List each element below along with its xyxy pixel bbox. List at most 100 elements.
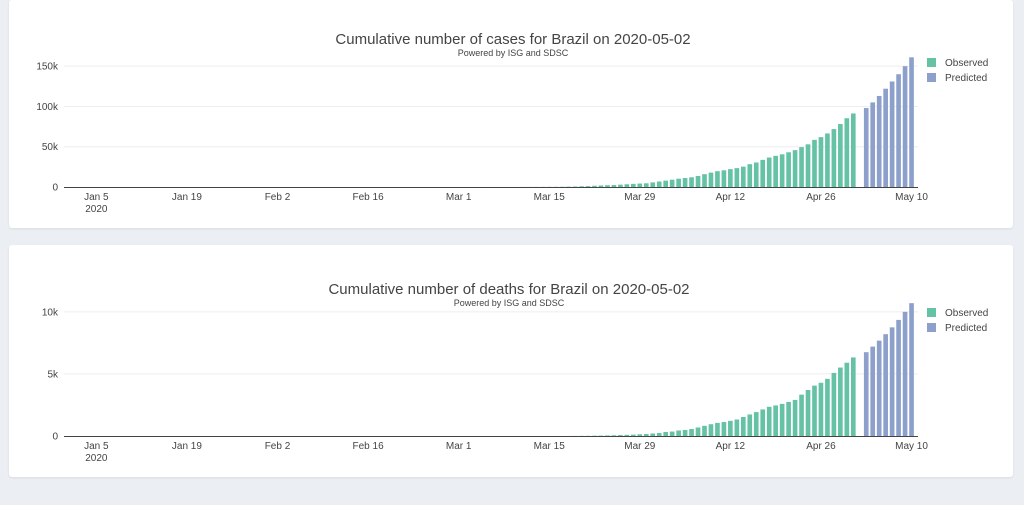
cases-bar[interactable] xyxy=(863,108,869,187)
cases-bar[interactable] xyxy=(631,183,636,187)
deaths-bar[interactable] xyxy=(876,340,882,436)
deaths-bar[interactable] xyxy=(637,434,643,436)
cases-legend-item-predicted[interactable]: Predicted xyxy=(927,73,987,84)
deaths-bar[interactable] xyxy=(863,352,869,436)
deaths-bar[interactable] xyxy=(734,419,740,436)
cases-bar[interactable] xyxy=(766,157,772,187)
deaths-bar[interactable] xyxy=(831,372,837,436)
deaths-bar[interactable] xyxy=(669,431,675,436)
cases-bar[interactable] xyxy=(702,174,707,187)
deaths-bar[interactable] xyxy=(689,428,694,436)
deaths-bar[interactable] xyxy=(779,403,785,436)
deaths-bar[interactable] xyxy=(656,433,662,436)
cases-bar[interactable] xyxy=(812,139,817,187)
cases-bar[interactable] xyxy=(605,185,610,187)
cases-legend-item-observed[interactable]: Observed xyxy=(927,58,988,69)
deaths-bar[interactable] xyxy=(805,390,811,436)
cases-bar[interactable] xyxy=(909,57,914,187)
deaths-bar[interactable] xyxy=(618,435,623,436)
deaths-bar[interactable] xyxy=(702,425,707,436)
deaths-bar[interactable] xyxy=(624,434,630,436)
cases-bar[interactable] xyxy=(889,81,895,187)
cases-bar[interactable] xyxy=(870,102,876,187)
cases-bar[interactable] xyxy=(663,180,669,187)
deaths-bar[interactable] xyxy=(818,382,824,436)
deaths-bar[interactable] xyxy=(850,357,856,436)
deaths-bar[interactable] xyxy=(682,429,688,436)
cases-bar[interactable] xyxy=(773,155,778,187)
cases-bar[interactable] xyxy=(896,74,901,187)
cases-bar[interactable] xyxy=(643,183,649,187)
cases-bar[interactable] xyxy=(689,177,694,187)
cases-bar[interactable] xyxy=(838,124,843,187)
deaths-bar[interactable] xyxy=(695,427,701,436)
deaths-bar[interactable] xyxy=(909,303,914,436)
deaths-bar[interactable] xyxy=(896,319,901,436)
deaths-bar[interactable] xyxy=(715,422,720,436)
deaths-bar[interactable] xyxy=(721,422,727,436)
cases-bar[interactable] xyxy=(779,154,785,187)
deaths-bar[interactable] xyxy=(889,327,895,436)
cases-bar[interactable] xyxy=(876,95,882,187)
deaths-bar[interactable] xyxy=(605,435,610,436)
deaths-bar[interactable] xyxy=(792,399,798,436)
cases-bar[interactable] xyxy=(637,183,643,187)
cases-bar[interactable] xyxy=(669,179,675,187)
cases-bar[interactable] xyxy=(676,178,681,187)
deaths-bar[interactable] xyxy=(773,405,778,436)
cases-bar[interactable] xyxy=(656,181,662,187)
deaths-bar[interactable] xyxy=(799,394,804,436)
deaths-bar[interactable] xyxy=(753,412,759,436)
cases-bar[interactable] xyxy=(695,175,701,187)
cases-bar[interactable] xyxy=(747,164,753,187)
cases-bar[interactable] xyxy=(650,182,656,187)
cases-bar[interactable] xyxy=(618,184,623,187)
deaths-bar[interactable] xyxy=(728,420,733,436)
cases-bar[interactable] xyxy=(579,186,584,187)
cases-bar[interactable] xyxy=(831,129,837,187)
deaths-bar[interactable] xyxy=(786,401,791,436)
deaths-bar[interactable] xyxy=(812,385,817,436)
deaths-bar[interactable] xyxy=(747,414,753,436)
cases-bar[interactable] xyxy=(624,184,630,187)
cases-bar[interactable] xyxy=(734,168,740,187)
cases-bar[interactable] xyxy=(799,147,804,187)
deaths-bar[interactable] xyxy=(760,409,766,436)
deaths-bar[interactable] xyxy=(766,406,772,436)
cases-bar[interactable] xyxy=(611,185,617,187)
cases-bar[interactable] xyxy=(682,178,688,187)
deaths-bar[interactable] xyxy=(902,311,908,436)
cases-bar[interactable] xyxy=(721,170,727,187)
deaths-bar[interactable] xyxy=(663,431,669,436)
cases-bar[interactable] xyxy=(792,150,798,187)
deaths-bar[interactable] xyxy=(676,430,681,436)
cases-bar[interactable] xyxy=(740,166,746,187)
cases-bar[interactable] xyxy=(805,144,811,187)
deaths-bar[interactable] xyxy=(844,362,850,436)
deaths-bar[interactable] xyxy=(825,378,830,436)
deaths-bar[interactable] xyxy=(870,346,876,436)
cases-bar[interactable] xyxy=(825,133,830,187)
deaths-bar[interactable] xyxy=(650,433,656,436)
deaths-legend-item-predicted[interactable]: Predicted xyxy=(927,323,987,334)
cases-bar[interactable] xyxy=(708,172,714,187)
cases-bar[interactable] xyxy=(753,162,759,187)
cases-bar[interactable] xyxy=(572,186,578,187)
cases-bar[interactable] xyxy=(786,152,791,187)
cases-bar[interactable] xyxy=(598,185,604,187)
cases-bar[interactable] xyxy=(902,66,908,187)
deaths-bar[interactable] xyxy=(740,416,746,436)
cases-bar[interactable] xyxy=(728,169,733,187)
deaths-bar[interactable] xyxy=(883,334,888,436)
deaths-bar[interactable] xyxy=(708,424,714,436)
cases-bar[interactable] xyxy=(850,113,856,187)
cases-bar[interactable] xyxy=(844,118,850,187)
deaths-bar[interactable] xyxy=(643,434,649,436)
deaths-legend-item-observed[interactable]: Observed xyxy=(927,308,988,319)
cases-bar[interactable] xyxy=(592,185,597,187)
deaths-bar[interactable] xyxy=(838,367,843,436)
cases-bar[interactable] xyxy=(883,88,888,187)
cases-bar[interactable] xyxy=(715,171,720,187)
cases-bar[interactable] xyxy=(818,137,824,187)
deaths-bar[interactable] xyxy=(631,434,636,436)
